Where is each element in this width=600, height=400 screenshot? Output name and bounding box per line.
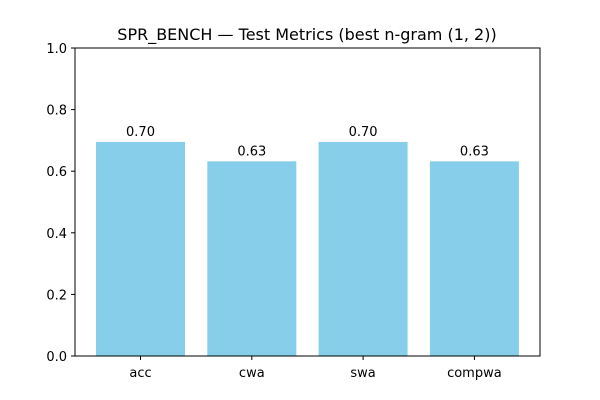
y-tick-label-0.2: 0.2 bbox=[46, 288, 67, 303]
data-label-cwa: 0.63 bbox=[237, 144, 266, 159]
y-axis: 0.0 0.2 0.4 0.6 0.8 1.0 bbox=[46, 42, 75, 365]
bar-cwa bbox=[207, 161, 296, 356]
y-tick-label-0.8: 0.8 bbox=[46, 104, 67, 119]
data-label-swa: 0.70 bbox=[349, 125, 378, 140]
data-label-compwa: 0.63 bbox=[460, 144, 489, 159]
data-label-acc: 0.70 bbox=[126, 125, 155, 140]
chart-title: SPR_BENCH — Test Metrics (best n-gram (1… bbox=[117, 25, 496, 45]
y-tick-label-0.6: 0.6 bbox=[46, 165, 67, 180]
y-tick-label-0.0: 0.0 bbox=[46, 350, 67, 365]
x-tick-label-swa: swa bbox=[350, 366, 375, 381]
bar-compwa bbox=[430, 161, 519, 356]
y-tick-label-1.0: 1.0 bbox=[46, 42, 67, 57]
x-tick-label-cwa: cwa bbox=[239, 366, 265, 381]
x-tick-label-acc: acc bbox=[129, 366, 151, 381]
bar-acc bbox=[96, 142, 185, 356]
x-tick-label-compwa: compwa bbox=[447, 366, 502, 381]
bar-swa bbox=[319, 142, 408, 356]
y-tick-label-0.4: 0.4 bbox=[46, 227, 67, 242]
bars-group: 0.70 0.63 0.70 0.63 bbox=[96, 125, 519, 356]
x-axis: acc cwa swa compwa bbox=[129, 356, 501, 381]
